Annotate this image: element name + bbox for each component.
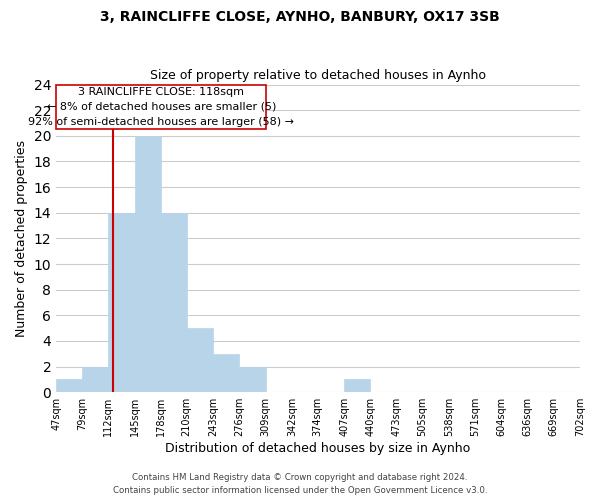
Text: Contains HM Land Registry data © Crown copyright and database right 2024.
Contai: Contains HM Land Registry data © Crown c…	[113, 474, 487, 495]
Title: Size of property relative to detached houses in Aynho: Size of property relative to detached ho…	[150, 69, 486, 82]
Bar	[134, 136, 161, 392]
Bar	[344, 380, 370, 392]
Bar	[108, 212, 134, 392]
Text: 3, RAINCLIFFE CLOSE, AYNHO, BANBURY, OX17 3SB: 3, RAINCLIFFE CLOSE, AYNHO, BANBURY, OX1…	[100, 10, 500, 24]
Text: 3 RAINCLIFFE CLOSE: 118sqm
← 8% of detached houses are smaller (5)
92% of semi-d: 3 RAINCLIFFE CLOSE: 118sqm ← 8% of detac…	[28, 87, 295, 127]
Bar	[213, 354, 239, 392]
Bar	[187, 328, 213, 392]
Bar	[161, 212, 187, 392]
Bar	[580, 380, 600, 392]
Bar	[56, 380, 82, 392]
Y-axis label: Number of detached properties: Number of detached properties	[15, 140, 28, 337]
X-axis label: Distribution of detached houses by size in Aynho: Distribution of detached houses by size …	[166, 442, 471, 455]
Bar	[82, 366, 108, 392]
Bar	[56, 84, 266, 130]
Bar	[239, 366, 266, 392]
